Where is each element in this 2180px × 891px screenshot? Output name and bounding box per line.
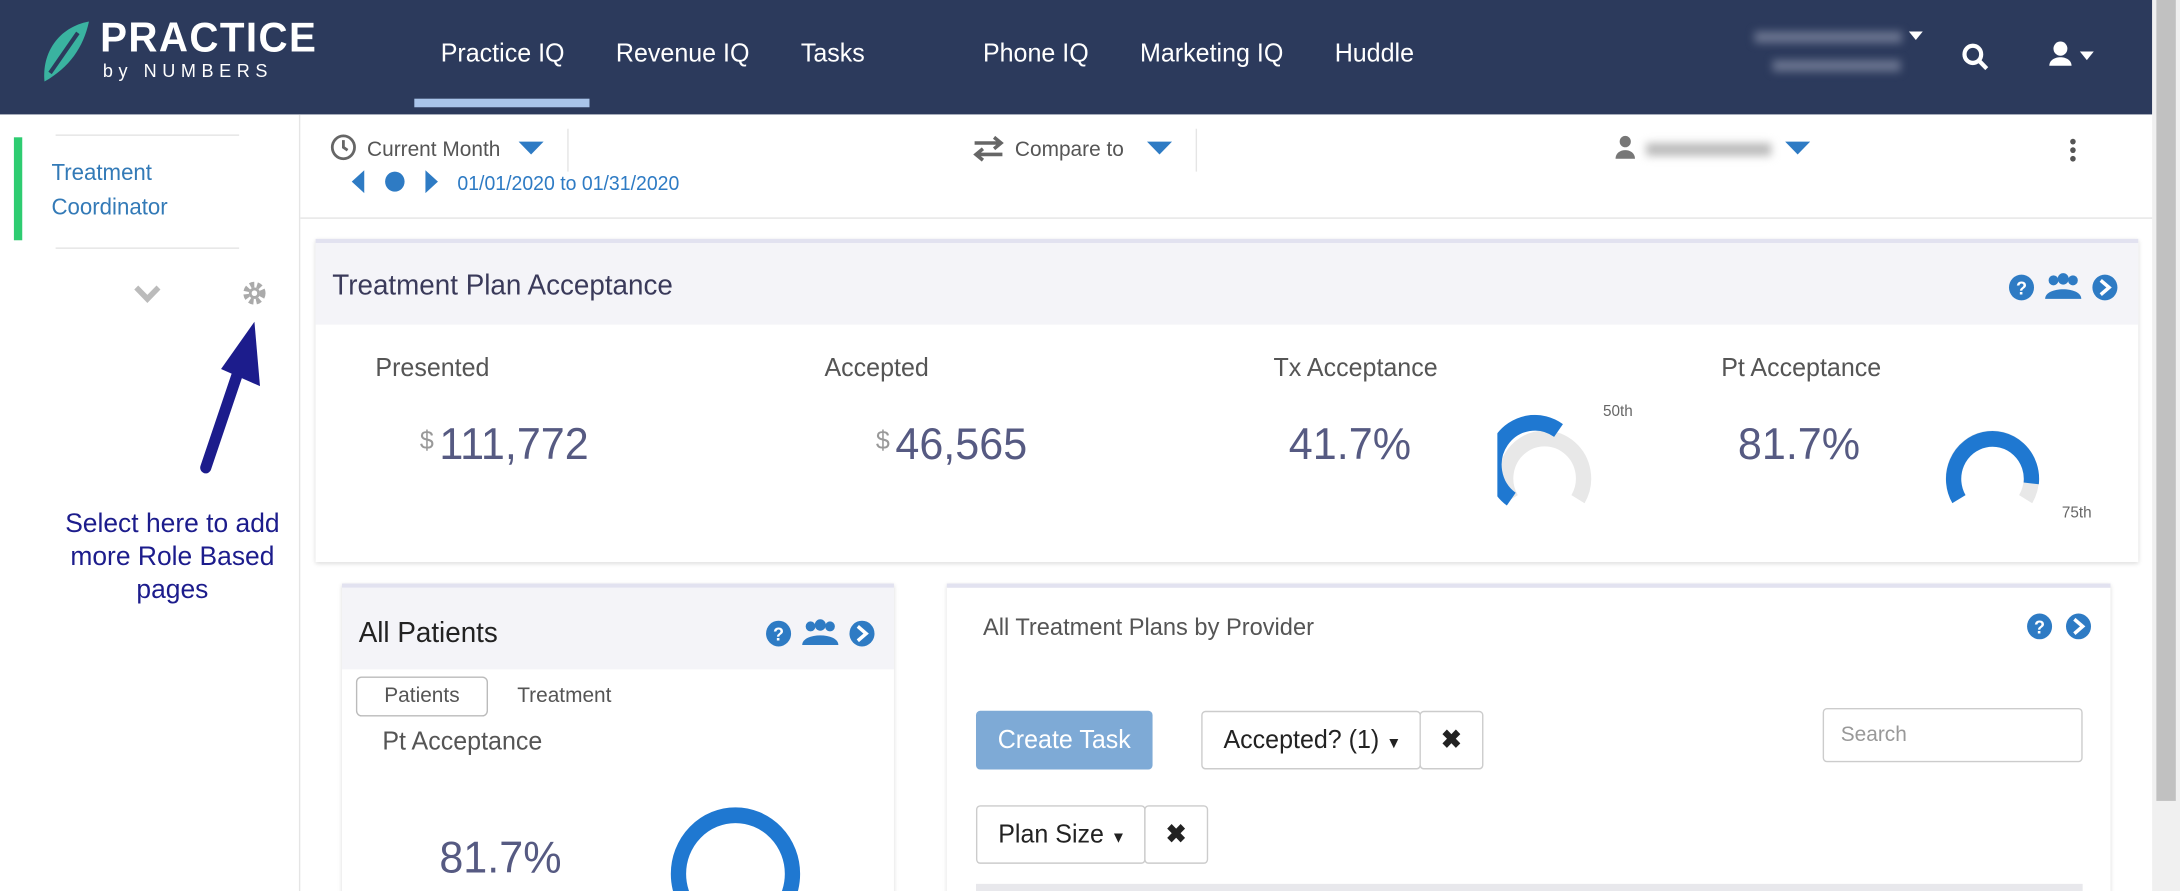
gauge (1945, 430, 2040, 504)
nav-item[interactable]: Huddle (1334, 38, 1415, 68)
nav-item[interactable]: Marketing IQ (1140, 38, 1284, 68)
card-actions[interactable]: ? (2008, 272, 2119, 303)
clear-filter[interactable]: ✖ (1419, 710, 1484, 770)
metric-value: 81.7% (1737, 419, 1861, 470)
scrollbar (2152, 0, 2180, 891)
dropdown-caret[interactable] (1785, 140, 1811, 157)
benchmark: 75th (2061, 504, 2092, 523)
benchmark: 50th (1603, 403, 1633, 421)
metric-value: 46,565 (895, 419, 1028, 470)
tab[interactable]: Patients (355, 676, 488, 717)
settings-gear[interactable] (242, 280, 267, 306)
toolbar-border (300, 217, 2153, 219)
metric-value: 41.7% (1288, 419, 1412, 470)
nav-item[interactable]: Practice IQ (440, 38, 565, 68)
dropdown-caret[interactable] (1907, 29, 1924, 43)
clock-icon (330, 134, 356, 161)
compare-select[interactable]: Compare to (1014, 137, 1124, 162)
card-header (342, 587, 894, 670)
metric-label: Pt Acceptance (1721, 353, 1882, 382)
svg-text:?: ? (2034, 616, 2045, 637)
nav-item[interactable]: Tasks (800, 38, 865, 68)
sidebar (0, 114, 301, 891)
nav-item[interactable]: Phone IQ (982, 38, 1089, 68)
logo-icon (44, 21, 89, 82)
card-title: All Treatment Plans by Provider (982, 613, 1314, 641)
svg-text:?: ? (2016, 277, 2027, 298)
divider (1195, 128, 1198, 172)
user-menu[interactable] (2047, 40, 2103, 71)
divider (55, 247, 240, 249)
filter-dropdown[interactable]: Accepted? (1) ▼ (1201, 710, 1421, 770)
clear-filter[interactable]: ✖ (1144, 805, 1209, 864)
filter-label: Plan Size (998, 819, 1104, 849)
plans-card: All Treatment Plans by Provider ? Create… (946, 583, 2111, 891)
blurred-text (1646, 143, 1772, 156)
period-nav[interactable] (348, 169, 445, 198)
search-icon[interactable] (1960, 41, 1991, 72)
card-header (315, 243, 2139, 325)
metric-value: 111,772 (439, 419, 589, 470)
blurred-text (1772, 60, 1901, 72)
active-indicator (13, 137, 23, 241)
metric-label: Accepted (824, 353, 929, 382)
annotation-arrow (200, 321, 260, 474)
search-input[interactable]: Search (1822, 707, 2083, 763)
gauge (1497, 414, 1592, 506)
sidebar-item[interactable]: Treatment Coordinator (51, 161, 168, 221)
table-header (975, 883, 2083, 891)
logo-subtitle: by NUMBERS (102, 60, 273, 82)
kpi-card: Treatment Plan Acceptance ? Presented $ … (315, 238, 2139, 563)
active-tab-underline (414, 98, 590, 108)
card-actions[interactable]: ? (2026, 611, 2098, 642)
divider (567, 128, 569, 172)
expand-chevron[interactable] (133, 283, 161, 303)
metric-value: 81.7% (439, 832, 562, 883)
dropdown-caret[interactable] (1146, 140, 1173, 157)
dropdown-caret[interactable] (518, 140, 544, 157)
logo-title: PRACTICE (100, 15, 318, 62)
filter-label: Accepted? (1) (1223, 725, 1380, 754)
patients-card: All Patients ? Patients Treatment Pt Acc… (342, 583, 894, 891)
nav-item[interactable]: Revenue IQ (615, 38, 750, 68)
compare-icon (973, 135, 1004, 162)
date-range: 01/01/2020 to 01/31/2020 (457, 171, 680, 195)
create-task-button[interactable]: Create Task (975, 710, 1153, 770)
period-select[interactable]: Current Month (367, 137, 501, 162)
card-actions[interactable]: ? (765, 618, 876, 649)
metric-label: Pt Acceptance (382, 726, 543, 756)
more-menu[interactable] (2066, 137, 2080, 166)
annotation: Select here to add more Role Based pages (65, 509, 280, 605)
metric-label: Presented (375, 353, 490, 382)
tab[interactable]: Treatment (517, 683, 612, 708)
gauge (670, 807, 801, 891)
card-title: All Patients (358, 617, 498, 650)
metric-label: Tx Acceptance (1273, 353, 1438, 382)
card-title: Treatment Plan Acceptance (332, 270, 673, 302)
blurred-text (1754, 31, 1902, 43)
svg-text:?: ? (773, 623, 784, 644)
divider (55, 134, 240, 136)
currency: $ (419, 426, 434, 455)
top-bar: PRACTICE by NUMBERS Practice IQ Revenue … (0, 0, 2153, 115)
person-icon (1615, 135, 1635, 159)
filter-dropdown[interactable]: Plan Size ▼ (975, 805, 1146, 864)
currency: $ (875, 426, 890, 455)
